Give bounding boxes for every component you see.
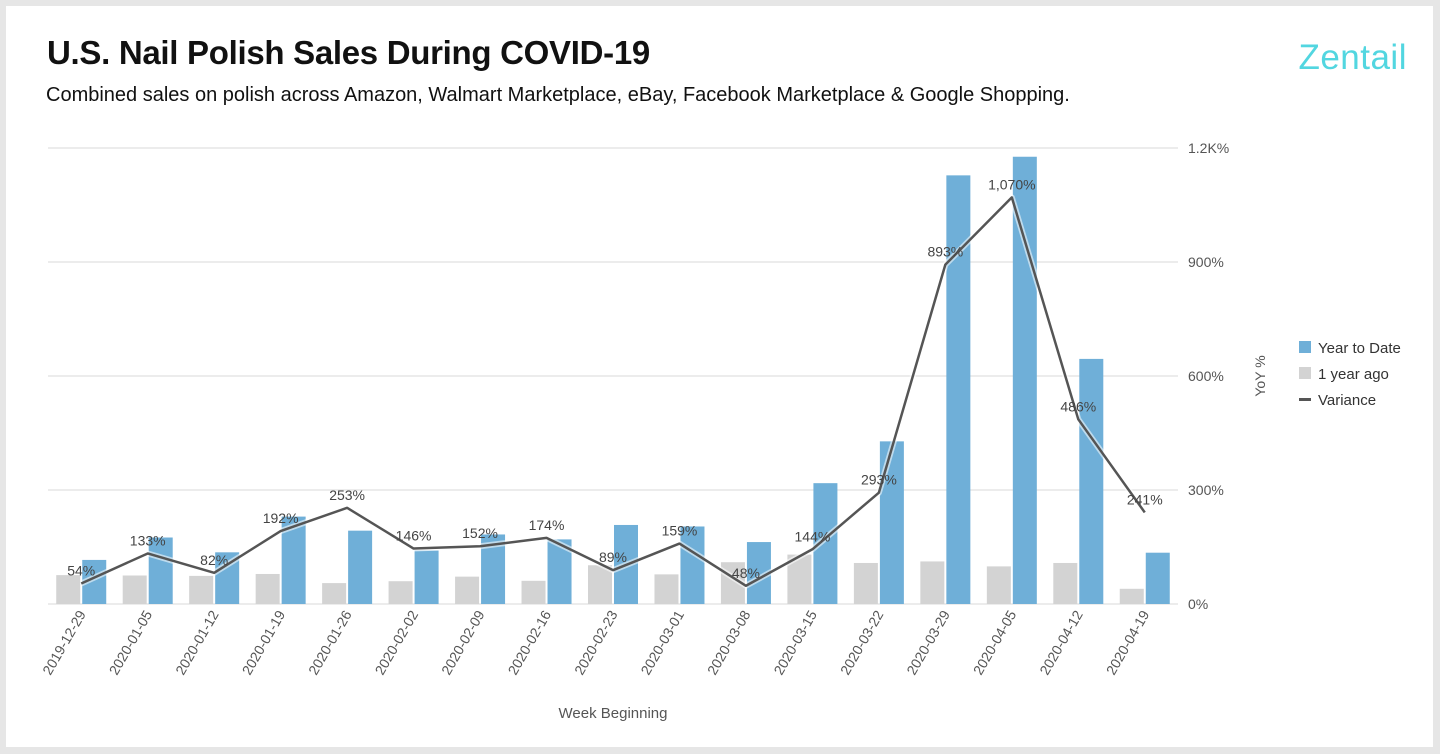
y-axis-ticks: 0% 300% 600% 900% 1.2K% <box>1188 140 1229 612</box>
bar-1-year-ago[interactable] <box>388 581 413 604</box>
y2-tick-label: 900% <box>1188 254 1224 270</box>
bar-year-to-date[interactable] <box>1012 156 1037 605</box>
x-tick-label: 2020-02-09 <box>438 607 488 677</box>
series-year-to-date <box>82 156 1170 605</box>
variance-data-label: 54% <box>67 562 95 578</box>
y2-tick-label: 0% <box>1188 596 1208 612</box>
bar-1-year-ago[interactable] <box>920 561 945 604</box>
x-tick-label: 2020-03-01 <box>637 607 687 677</box>
bar-1-year-ago[interactable] <box>521 580 546 604</box>
bar-1-year-ago[interactable] <box>853 562 878 604</box>
legend-item-1-year-ago[interactable]: 1 year ago <box>1299 366 1389 383</box>
variance-data-label: 133% <box>130 532 166 548</box>
legend: Year to Date 1 year ago Variance <box>1299 340 1401 409</box>
x-tick-label: 2020-02-16 <box>504 607 554 677</box>
variance-data-label: 174% <box>529 517 565 533</box>
bar-1-year-ago[interactable] <box>1119 588 1144 604</box>
variance-data-label: 1,070% <box>988 176 1035 192</box>
legend-label-1-year-ago: 1 year ago <box>1318 366 1389 383</box>
bar-1-year-ago[interactable] <box>654 574 679 604</box>
bar-1-year-ago[interactable] <box>588 565 612 604</box>
x-tick-label: 2020-02-02 <box>372 607 422 677</box>
bar-year-to-date[interactable] <box>1145 552 1170 604</box>
bar-1-year-ago[interactable] <box>189 575 214 604</box>
bar-year-to-date[interactable] <box>1079 358 1104 604</box>
x-axis-ticks: 2019-12-29 2020-01-05 2020-01-12 2020-01-19… <box>39 607 1152 677</box>
bar-1-year-ago[interactable] <box>122 575 147 605</box>
bar-1-year-ago[interactable] <box>455 576 480 604</box>
bar-1-year-ago[interactable] <box>56 575 81 604</box>
y2-tick-label: 1.2K% <box>1188 140 1229 156</box>
bar-1-year-ago[interactable] <box>986 566 1011 604</box>
legend-swatch-variance <box>1299 398 1311 401</box>
x-tick-label: 2020-03-08 <box>704 607 754 677</box>
variance-data-label: 159% <box>662 523 698 539</box>
x-tick-label: 2020-04-05 <box>970 607 1020 677</box>
legend-swatch-year-to-date <box>1299 341 1311 353</box>
variance-data-label: 48% <box>732 565 760 581</box>
series-variance <box>80 194 1148 589</box>
y2-tick-label: 300% <box>1188 482 1224 498</box>
x-tick-label: 2020-03-15 <box>770 607 820 677</box>
legend-label-year-to-date: Year to Date <box>1318 340 1401 357</box>
x-tick-label: 2020-04-19 <box>1103 607 1153 677</box>
variance-data-label: 253% <box>329 487 365 503</box>
bar-year-to-date[interactable] <box>414 550 439 604</box>
bar-year-to-date[interactable] <box>148 537 173 605</box>
legend-item-year-to-date[interactable]: Year to Date <box>1299 340 1401 357</box>
x-tick-label: 2020-03-22 <box>837 607 887 677</box>
y2-tick-label: 600% <box>1188 368 1224 384</box>
variance-data-label: 293% <box>861 472 897 488</box>
gridlines <box>48 147 1178 605</box>
variance-data-label: 144% <box>795 528 831 544</box>
variance-data-label: 89% <box>599 549 627 565</box>
series-1-year-ago <box>56 554 1144 605</box>
variance-data-label: 152% <box>462 525 498 541</box>
bar-1-year-ago[interactable] <box>322 583 347 604</box>
brand-logo: Zentail <box>1298 38 1407 77</box>
variance-line-halo <box>80 194 1148 589</box>
variance-data-label: 146% <box>396 528 432 544</box>
data-labels: 54% 133% 82% 192% 253% 146% 152% 174% 89% 159% 48%… <box>67 176 1162 580</box>
variance-data-label: 893% <box>927 244 963 260</box>
variance-data-label: 82% <box>200 552 228 568</box>
bar-year-to-date[interactable] <box>680 526 705 604</box>
variance-data-label: 192% <box>263 510 299 526</box>
legend-swatch-1-year-ago <box>1299 367 1311 379</box>
x-tick-label: 2020-02-23 <box>571 607 621 677</box>
bar-1-year-ago[interactable] <box>1053 562 1078 604</box>
x-tick-label: 2020-03-29 <box>903 607 953 677</box>
x-tick-label: 2019-12-29 <box>39 607 89 677</box>
x-tick-label: 2020-04-12 <box>1036 607 1086 677</box>
bar-1-year-ago[interactable] <box>255 573 280 604</box>
y2-axis-title: YoY % <box>1252 355 1268 396</box>
legend-label-variance: Variance <box>1318 392 1376 409</box>
variance-data-label: 486% <box>1060 398 1096 414</box>
legend-item-variance[interactable]: Variance <box>1299 392 1376 409</box>
x-tick-label: 2020-01-26 <box>305 607 355 677</box>
variance-line[interactable] <box>80 196 1146 588</box>
variance-data-label: 241% <box>1127 491 1163 507</box>
chart-subtitle: Combined sales on polish across Amazon, … <box>46 84 1070 106</box>
x-tick-label: 2020-01-12 <box>172 607 222 677</box>
x-axis-title: Week Beginning <box>559 705 668 722</box>
bar-year-to-date[interactable] <box>879 441 904 604</box>
x-tick-label: 2020-01-05 <box>106 607 156 677</box>
chart-title: U.S. Nail Polish Sales During COVID-19 <box>47 34 650 71</box>
bar-year-to-date[interactable] <box>348 530 373 604</box>
x-tick-label: 2020-01-19 <box>239 607 289 677</box>
